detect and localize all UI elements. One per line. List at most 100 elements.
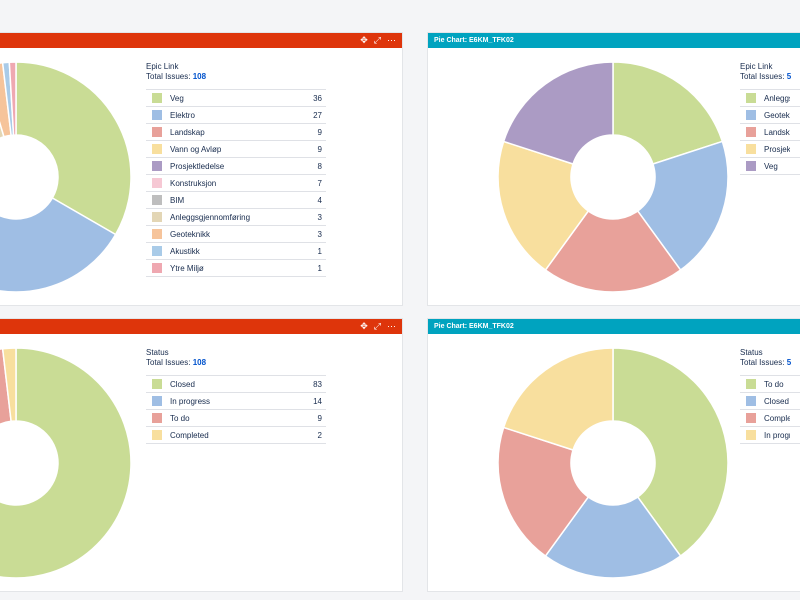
legend-label[interactable]: Veg bbox=[170, 93, 184, 103]
slice-anleggsgjennomforing[interactable] bbox=[612, 61, 724, 165]
legend-label[interactable]: To do bbox=[170, 413, 190, 423]
slice-ytre-miljo[interactable] bbox=[8, 61, 17, 136]
legend-label[interactable]: Vann og Avløp bbox=[170, 144, 222, 154]
legend-count: 3 bbox=[317, 229, 322, 239]
legend-swatch bbox=[152, 195, 162, 205]
legend-rows: Anleggsgjennomføring1Geoteknikk1Landskap… bbox=[740, 89, 800, 175]
more-icon[interactable]: ⋯ bbox=[387, 321, 396, 331]
legend-count: 83 bbox=[313, 379, 322, 389]
legend-row-completed[interactable]: Completed 2 bbox=[146, 427, 326, 444]
slice-in-progress[interactable] bbox=[502, 347, 614, 451]
legend-label[interactable]: Completed bbox=[170, 430, 209, 440]
legend-label[interactable]: In progress bbox=[764, 430, 790, 440]
legend-row-closed[interactable]: Closed 83 bbox=[146, 376, 326, 393]
gadget-header-title[interactable]: Pie Chart: E6KM_TFK02 bbox=[428, 319, 800, 334]
slice-elektro[interactable] bbox=[0, 196, 117, 293]
legend-count: 9 bbox=[317, 144, 322, 154]
slice-completed[interactable] bbox=[497, 426, 590, 558]
legend-label[interactable]: Prosjektledelse bbox=[170, 161, 225, 171]
gadget-epic-link-pie: ✥ ⤢ ⋯ Epic Link Total Issues: 108 Veg 36 Ele… bbox=[0, 33, 402, 305]
chart-legend: Status Total Issues: 108 Closed 83 In progre… bbox=[146, 348, 326, 444]
legend-row-landskap[interactable]: Landskap1 bbox=[740, 124, 800, 141]
legend-count: 14 bbox=[313, 396, 322, 406]
legend-row-in-progress[interactable]: In progress 14 bbox=[146, 393, 326, 410]
donut-chart bbox=[497, 61, 729, 293]
legend-row-prosjektledelse[interactable]: Prosjektledelse 8 bbox=[146, 158, 326, 175]
legend-row-anleggsgjennomforing[interactable]: Anleggsgjennomføring1 bbox=[740, 90, 800, 107]
legend-row-akustikk[interactable]: Akustikk 1 bbox=[146, 243, 326, 260]
legend-swatch bbox=[152, 430, 162, 440]
legend-swatch bbox=[152, 212, 162, 222]
slice-to-do[interactable] bbox=[612, 347, 729, 558]
slice-veg[interactable] bbox=[502, 61, 614, 165]
legend-label[interactable]: Veg bbox=[764, 161, 778, 171]
legend-row-completed[interactable]: Completed1 bbox=[740, 410, 800, 427]
move-icon[interactable]: ✥ bbox=[360, 35, 368, 45]
legend-label[interactable]: Landskap bbox=[764, 127, 790, 137]
legend-label[interactable]: Konstruksjon bbox=[170, 178, 217, 188]
legend-row-ytre-miljo[interactable]: Ytre Miljø 1 bbox=[146, 260, 326, 277]
gadget-header-title[interactable]: Pie Chart: E6KM_TFK02 bbox=[428, 33, 800, 48]
legend-count: 2 bbox=[790, 380, 800, 389]
expand-icon[interactable]: ⤢ bbox=[373, 35, 381, 45]
legend-row-konstruksjon[interactable]: Konstruksjon 7 bbox=[146, 175, 326, 192]
slice-geoteknikk[interactable] bbox=[636, 140, 729, 272]
legend-count: 1 bbox=[790, 431, 800, 440]
legend-label[interactable]: Elektro bbox=[170, 110, 195, 120]
slice-prosjektledelse[interactable] bbox=[497, 140, 590, 272]
legend-swatch bbox=[746, 396, 756, 406]
legend-row-veg[interactable]: Veg 1 bbox=[740, 158, 800, 175]
gadget-header[interactable] bbox=[0, 319, 402, 334]
legend-rows: Closed 83 In progress 14 To do 9 Completed 2 bbox=[146, 375, 326, 444]
total-issues-label: Total Issues: bbox=[740, 358, 787, 367]
legend-label[interactable]: Geoteknikk bbox=[764, 110, 790, 120]
legend-count: 3 bbox=[317, 212, 322, 222]
legend-swatch bbox=[152, 246, 162, 256]
legend-label[interactable]: Geoteknikk bbox=[170, 229, 211, 239]
legend-label[interactable]: Closed bbox=[764, 396, 789, 406]
legend-label[interactable]: To do bbox=[764, 379, 784, 389]
legend-label[interactable]: Akustikk bbox=[170, 246, 200, 256]
gadget-epic-link-pie-tfk02: Pie Chart: E6KM_TFK02 Epic Link Total Iss… bbox=[428, 33, 800, 305]
legend-row-geoteknikk[interactable]: Geoteknikk 3 bbox=[146, 226, 326, 243]
slice-veg[interactable] bbox=[15, 61, 132, 236]
expand-icon[interactable]: ⤢ bbox=[373, 321, 381, 331]
legend-row-closed[interactable]: Closed1 bbox=[740, 393, 800, 410]
legend-row-geoteknikk[interactable]: Geoteknikk1 bbox=[740, 107, 800, 124]
legend-swatch bbox=[746, 144, 756, 154]
legend-label[interactable]: Landskap bbox=[170, 127, 205, 137]
legend-row-prosjektledelse[interactable]: Prosjektledelse1 bbox=[740, 141, 800, 158]
legend-label[interactable]: In progress bbox=[170, 396, 211, 406]
legend-swatch bbox=[152, 93, 162, 103]
slice-landskap[interactable] bbox=[544, 209, 682, 293]
legend-row-elektro[interactable]: Elektro 27 bbox=[146, 107, 326, 124]
total-issues: Total Issues: 5 bbox=[740, 72, 800, 82]
slice-closed[interactable] bbox=[544, 495, 682, 579]
total-issues-value: 108 bbox=[192, 358, 207, 367]
legend-label[interactable]: Anleggsgjennomføring bbox=[764, 93, 790, 103]
legend-label[interactable]: BIM bbox=[170, 195, 185, 205]
legend-row-to-do[interactable]: To do 2 bbox=[740, 376, 800, 393]
legend-row-landskap[interactable]: Landskap 9 bbox=[146, 124, 326, 141]
move-icon[interactable]: ✥ bbox=[360, 321, 368, 331]
legend-row-bim[interactable]: BIM 4 bbox=[146, 192, 326, 209]
legend-label[interactable]: Closed bbox=[170, 379, 195, 389]
slice-completed[interactable] bbox=[1, 347, 17, 423]
legend-label[interactable]: Completed bbox=[764, 413, 790, 423]
total-issues-value: 5 bbox=[786, 72, 792, 81]
total-issues-label: Total Issues: bbox=[740, 72, 787, 81]
legend-label[interactable]: Ytre Miljø bbox=[170, 263, 204, 273]
legend-row-to-do[interactable]: To do 9 bbox=[146, 410, 326, 427]
legend-count: 2 bbox=[317, 430, 322, 440]
gadget-header[interactable] bbox=[0, 33, 402, 48]
legend-row-vann-og-avlop[interactable]: Vann og Avløp 9 bbox=[146, 141, 326, 158]
slice-closed[interactable] bbox=[0, 347, 132, 579]
legend-swatch bbox=[152, 178, 162, 188]
legend-swatch bbox=[746, 93, 756, 103]
legend-label[interactable]: Prosjektledelse bbox=[764, 144, 790, 154]
legend-row-anleggsgjennomforing[interactable]: Anleggsgjennomføring 3 bbox=[146, 209, 326, 226]
more-icon[interactable]: ⋯ bbox=[387, 35, 396, 45]
legend-row-veg[interactable]: Veg 36 bbox=[146, 90, 326, 107]
legend-label[interactable]: Anleggsgjennomføring bbox=[170, 212, 251, 222]
